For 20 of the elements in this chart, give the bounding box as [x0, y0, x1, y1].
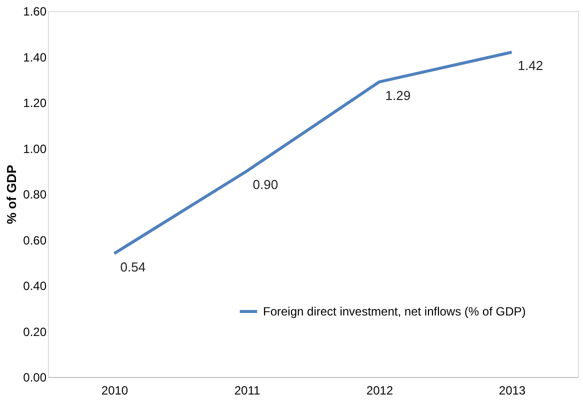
y-tick-label: 0.00	[23, 370, 47, 384]
x-tick-label: 2010	[101, 384, 128, 398]
x-tick-label: 2013	[498, 384, 526, 398]
y-tick-label: 1.40	[23, 50, 47, 64]
y-tick-label: 0.40	[23, 279, 47, 293]
y-tick-label: 1.60	[23, 4, 47, 18]
data-label: 1.42	[518, 58, 544, 74]
legend-label: Foreign direct investment, net inflows (% of GDP)	[263, 304, 526, 318]
y-tick-label: 0.20	[23, 324, 47, 339]
data-label: 1.29	[385, 88, 411, 103]
x-tick-label: 2012	[366, 384, 394, 398]
x-tick-label: 2011	[234, 384, 260, 398]
y-tick-label: 1.20	[23, 96, 47, 110]
data-label: 0.90	[252, 177, 278, 192]
y-axis-title: % of GDP	[4, 164, 20, 224]
line-series	[112, 50, 514, 255]
y-tick-label: 0.80	[23, 188, 47, 202]
y-tick-label: 1.00	[23, 142, 47, 156]
y-tick-label: 0.60	[23, 233, 47, 248]
data-label: 0.54	[120, 259, 146, 274]
